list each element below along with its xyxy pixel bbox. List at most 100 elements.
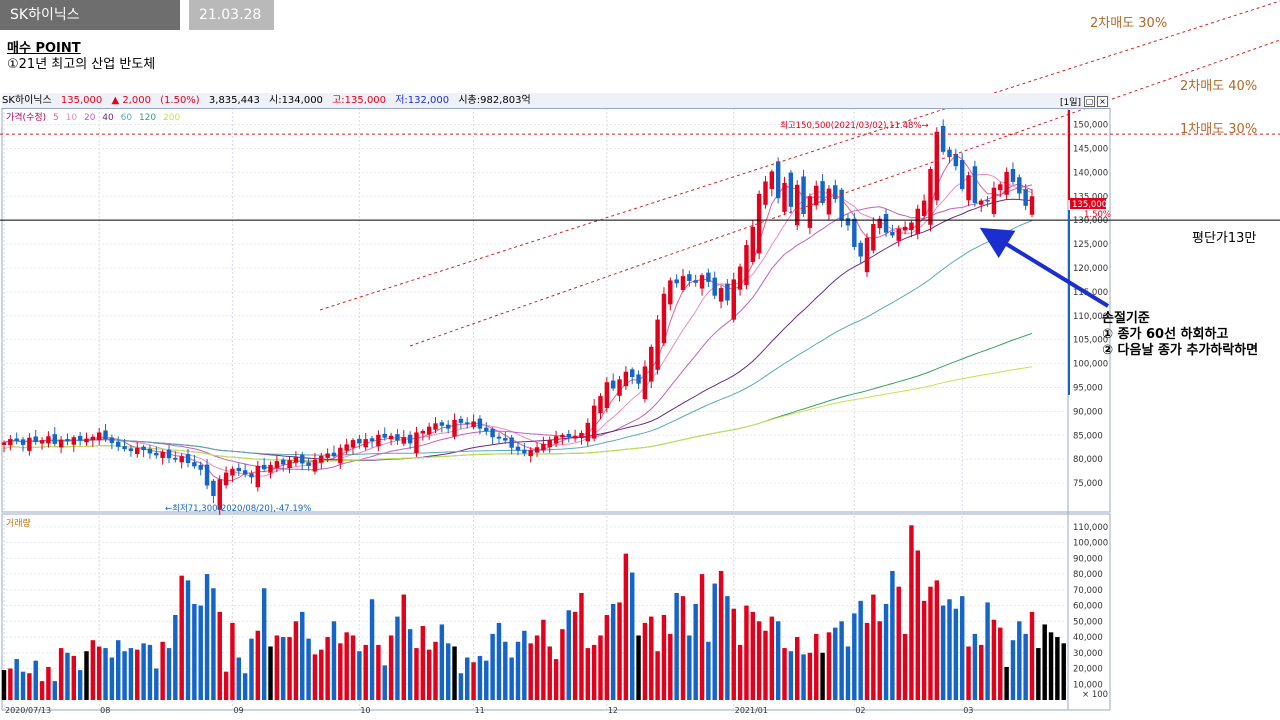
- candle-body: [179, 456, 184, 463]
- price-tick-label: 95,000: [1073, 383, 1103, 393]
- volume-bar: [668, 633, 673, 700]
- volume-bar: [223, 671, 229, 700]
- volume-bar: [1061, 643, 1066, 700]
- volume-bar: [801, 654, 806, 700]
- volume-bar: [33, 660, 38, 700]
- price-tick-label: 80,000: [1073, 455, 1103, 465]
- candle-body: [553, 436, 559, 444]
- last-price-tag: [1070, 198, 1106, 209]
- candle-body: [255, 465, 261, 488]
- candle-body: [109, 437, 115, 443]
- volume-bar: [122, 651, 127, 700]
- date-tab[interactable]: 21.03.28일: [189, 0, 274, 53]
- close-icon[interactable]: ×: [1097, 96, 1108, 107]
- candle-body: [407, 434, 413, 444]
- candle-body: [217, 479, 222, 510]
- volume-bar: [160, 641, 165, 700]
- volume-bar: [953, 608, 959, 700]
- buy-point-reason: ①21년 최고의 산업 반도체: [7, 57, 156, 72]
- volume-bar: [617, 602, 622, 700]
- volume-bar: [940, 605, 946, 700]
- volume-bar: [280, 637, 286, 700]
- volume-bar: [921, 600, 927, 700]
- volume-unit-label: × 100: [1082, 690, 1108, 700]
- window-volume: 3,835,443: [208, 95, 260, 106]
- stock-name-tab[interactable]: SK하이닉스: [0, 0, 180, 30]
- candle-body: [312, 459, 318, 472]
- stop-loss-rule-2: ② 다음날 종가 추가하락하면: [1102, 343, 1259, 358]
- volume-bar: [636, 635, 641, 700]
- window-low: 저:132,000: [395, 95, 450, 106]
- volume-bar: [814, 633, 819, 700]
- volume-bar: [725, 596, 730, 700]
- candle-body: [223, 472, 229, 486]
- price-tick-label: 135,000: [1073, 192, 1108, 202]
- volume-bar: [655, 651, 660, 700]
- candle-body: [731, 279, 736, 320]
- candle-body: [90, 436, 96, 441]
- candle-body: [300, 454, 305, 464]
- volume-bar: [1036, 648, 1041, 700]
- candle-body: [414, 432, 419, 454]
- period-label[interactable]: [1일]: [1060, 98, 1082, 108]
- price-tick-label: 100,000: [1073, 360, 1108, 370]
- volume-bar: [1055, 637, 1060, 700]
- volume-bar: [77, 670, 83, 700]
- restore-icon[interactable]: ▢: [1084, 96, 1095, 107]
- volume-bar: [934, 580, 940, 700]
- volume-bar: [649, 616, 654, 700]
- candle-body: [801, 176, 806, 214]
- volume-bar: [458, 673, 464, 700]
- candle-body: [883, 214, 889, 233]
- candle-body: [1010, 169, 1016, 182]
- candle-body: [680, 276, 686, 290]
- candle-body: [572, 435, 578, 439]
- volume-bar: [826, 632, 832, 700]
- volume-bar: [103, 648, 108, 700]
- candle-body: [630, 369, 635, 377]
- stop-loss-rule-1: ① 종가 60선 하회하고: [1102, 327, 1229, 342]
- candle-body: [465, 422, 470, 425]
- volume-bar: [534, 635, 540, 700]
- candle-body: [940, 125, 946, 152]
- candle-body: [261, 464, 267, 470]
- volume-bar: [52, 681, 57, 700]
- stop-loss-title: 손절기준: [1102, 311, 1150, 326]
- volume-tick-label: 40,000: [1073, 633, 1103, 643]
- volume-bar: [541, 619, 546, 700]
- sell2-30-note: 2차매도 30%: [1090, 16, 1168, 31]
- volume-bar: [547, 646, 552, 700]
- x-tick-label: 08: [100, 706, 110, 715]
- price-tick-label: 150,000: [1073, 121, 1108, 131]
- candle-body: [845, 218, 851, 226]
- candle-body: [858, 242, 863, 257]
- volume-bar: [344, 632, 349, 700]
- candle-body: [756, 193, 762, 254]
- candle-body: [376, 434, 381, 447]
- volume-bar: [39, 681, 45, 700]
- candle-body: [236, 467, 242, 472]
- volume-bar: [991, 619, 997, 700]
- volume-bar: [744, 605, 749, 700]
- candle-body: [198, 465, 203, 470]
- candle-body: [426, 426, 432, 435]
- volume-bar: [287, 637, 292, 700]
- candle-body: [185, 454, 191, 464]
- volume-bar: [972, 633, 978, 700]
- candle-body: [344, 444, 349, 451]
- volume-bar: [604, 615, 610, 700]
- window-open: 시:134,000: [269, 95, 323, 106]
- volume-bar: [503, 641, 508, 700]
- candle-body: [693, 280, 698, 283]
- window-price: 135,000: [60, 95, 103, 106]
- volume-bar: [845, 646, 851, 700]
- volume-bar: [756, 621, 762, 700]
- candle-body: [604, 382, 610, 409]
- sell2-40-note: 2차매도 40%: [1180, 79, 1258, 94]
- volume-bar: [376, 644, 381, 700]
- ma-120-label: 120: [138, 113, 157, 123]
- candle-body: [915, 208, 920, 234]
- candle-body: [763, 181, 768, 205]
- volume-bar: [623, 553, 629, 700]
- x-tick-label: 10: [360, 706, 370, 715]
